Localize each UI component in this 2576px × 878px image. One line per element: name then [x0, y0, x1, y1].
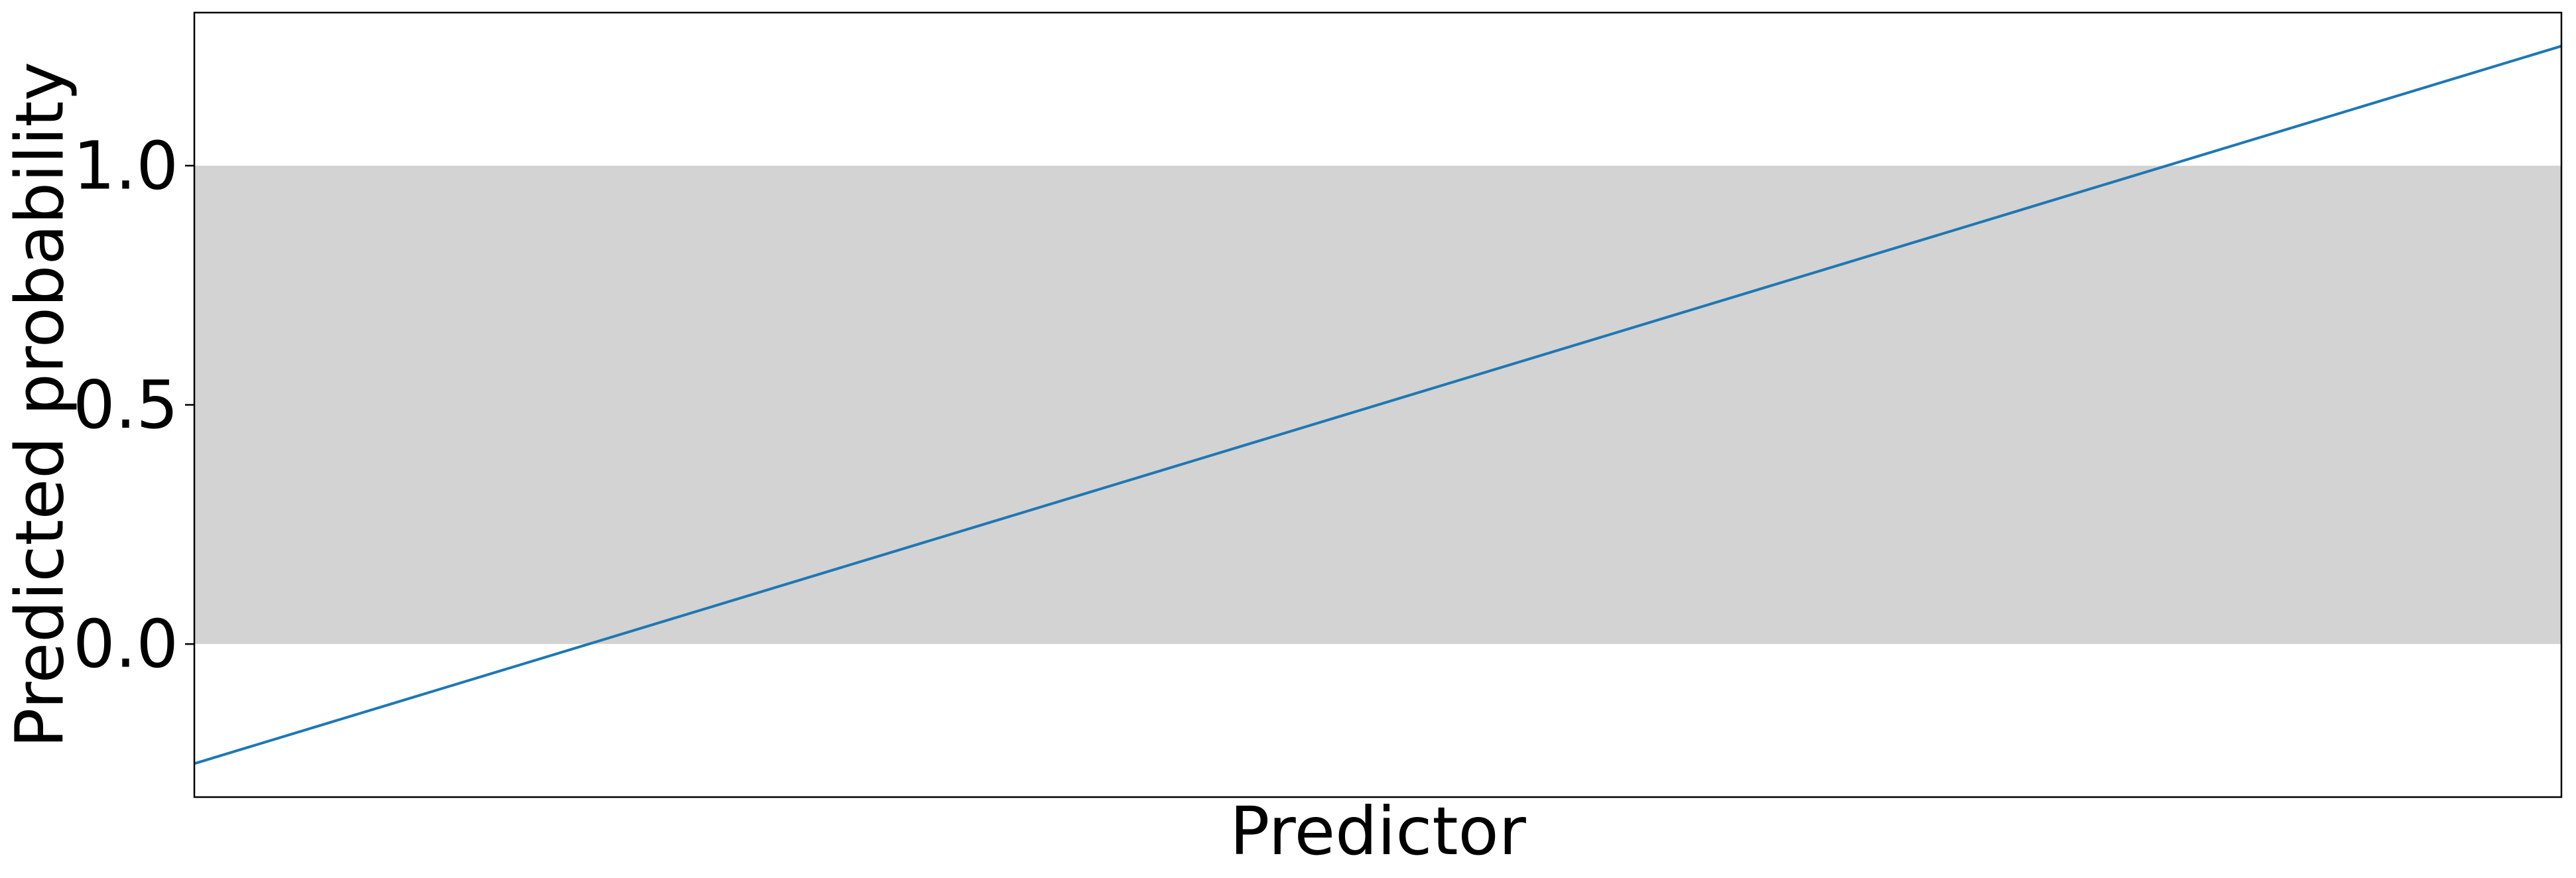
x-axis-label: Predictor — [1230, 792, 1527, 870]
y-tick-label-0: 0.0 — [73, 605, 178, 683]
plot-area: 0.0 0.5 1.0 — [73, 11, 2563, 798]
series-line-0 — [194, 44, 2561, 765]
y-axis-label: Predicted probability — [1, 62, 79, 748]
series-group — [194, 44, 2561, 765]
y-tick-label-1: 0.5 — [73, 366, 178, 444]
y-tick-label-2: 1.0 — [73, 127, 178, 204]
